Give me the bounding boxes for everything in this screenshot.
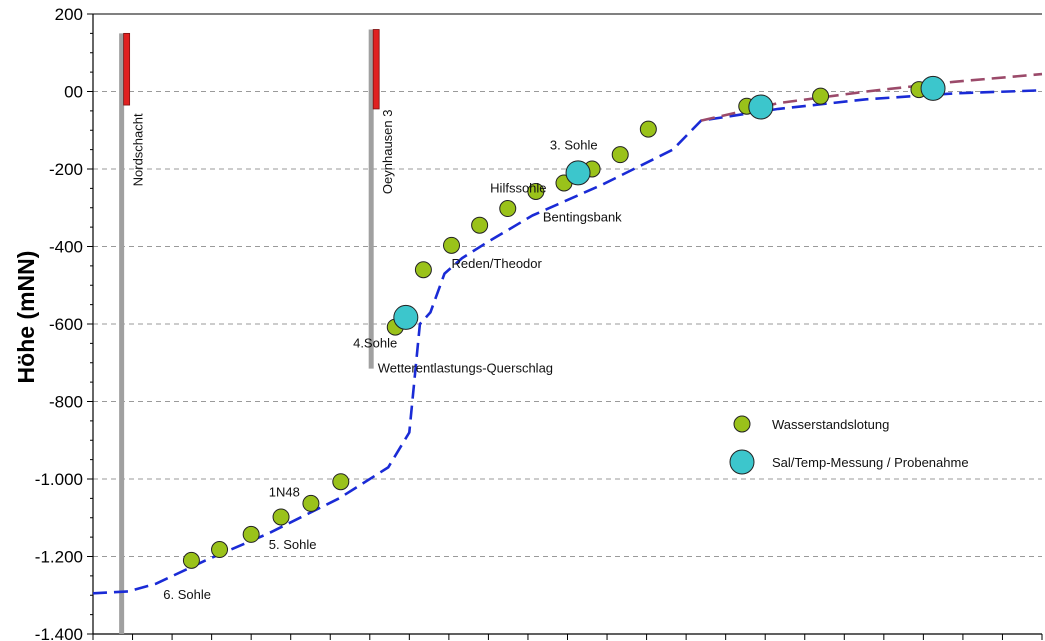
y-tick-label: -600 [49,315,83,334]
marker-wasserstand [639,120,657,138]
annotation: 5. Sohle [269,537,317,552]
marker-wasserstand [499,200,517,218]
shaft-label: Oeynhausen 3 [380,110,395,195]
marker-wasserstand [527,182,545,200]
marker-wasserstand [812,87,830,105]
shafts: Nordschacht Oeynhausen 3 [119,29,395,634]
annotation: Bentingsbank [543,209,622,224]
annotations: 6. Sohle 5. Sohle 1N48 4.Sohle Wetterentlast… [163,138,622,603]
shaft-cap [123,32,131,106]
shaft-cap [372,29,380,110]
legend: Wasserstandslotung Sal/Temp-Messung / Pro… [729,415,969,475]
marker-wasserstand [272,508,290,526]
y-tick-label: -1.200 [35,548,83,567]
annotation: Hilfssohle [490,180,546,195]
y-tick-label: 200 [55,5,83,24]
annotation: 3. Sohle [550,138,598,153]
series-line [92,89,1043,595]
marker-wasserstand [414,261,432,279]
annotation: Reden/Theodor [452,256,543,271]
marker-wasserstand [443,236,461,254]
annotation: Wetterentlastungs-Querschlag [378,360,553,375]
y-axis-label: Höhe (mNN) [13,251,39,384]
y-tick-label: -200 [49,160,83,179]
marker-wasserstand [471,216,489,234]
annotation: 6. Sohle [163,587,211,602]
annotation: 1N48 [269,484,300,499]
marker-wasserstand [211,541,229,559]
marker-wasserstand [182,551,200,569]
marker-wasserstand [332,473,350,491]
y-tick-label: -800 [49,393,83,412]
legend-label: Wasserstandslotung [772,417,889,432]
marker-wasserstand [302,494,320,512]
y-tick-label: -400 [49,238,83,257]
marker-wasserstand [242,525,260,543]
y-tick-label: 00 [64,83,83,102]
marker-probe [920,75,946,101]
y-tick-label: -1.400 [35,625,83,641]
marker-probe [393,304,419,330]
marker-probe [748,94,774,120]
axes: 200 00 -200 -400 -600 -800 -1.000 -1.200 -1.400 [35,5,1043,641]
shaft-label: Nordschacht [131,113,146,186]
legend-label: Sal/Temp-Messung / Probenahme [772,455,969,470]
y-tick-label: -1.000 [35,470,83,489]
legend-marker [733,415,751,433]
marker-wasserstand [611,146,629,164]
gridlines [93,91,1042,557]
markers [182,75,946,569]
annotation: 4.Sohle [353,335,397,350]
legend-marker [729,449,755,475]
marker-probe [565,160,591,186]
